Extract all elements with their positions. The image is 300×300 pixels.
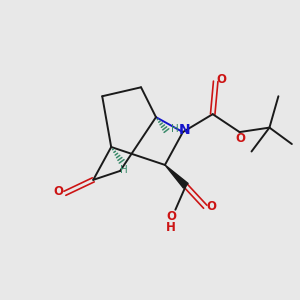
Text: O: O <box>235 132 245 145</box>
Text: O: O <box>166 210 176 223</box>
Text: O: O <box>217 73 227 86</box>
Text: H: H <box>166 220 176 233</box>
Polygon shape <box>165 165 188 188</box>
Text: O: O <box>53 185 63 198</box>
Text: H: H <box>171 124 179 134</box>
Text: H: H <box>120 165 128 175</box>
Text: N: N <box>179 123 191 137</box>
Text: O: O <box>207 200 217 213</box>
